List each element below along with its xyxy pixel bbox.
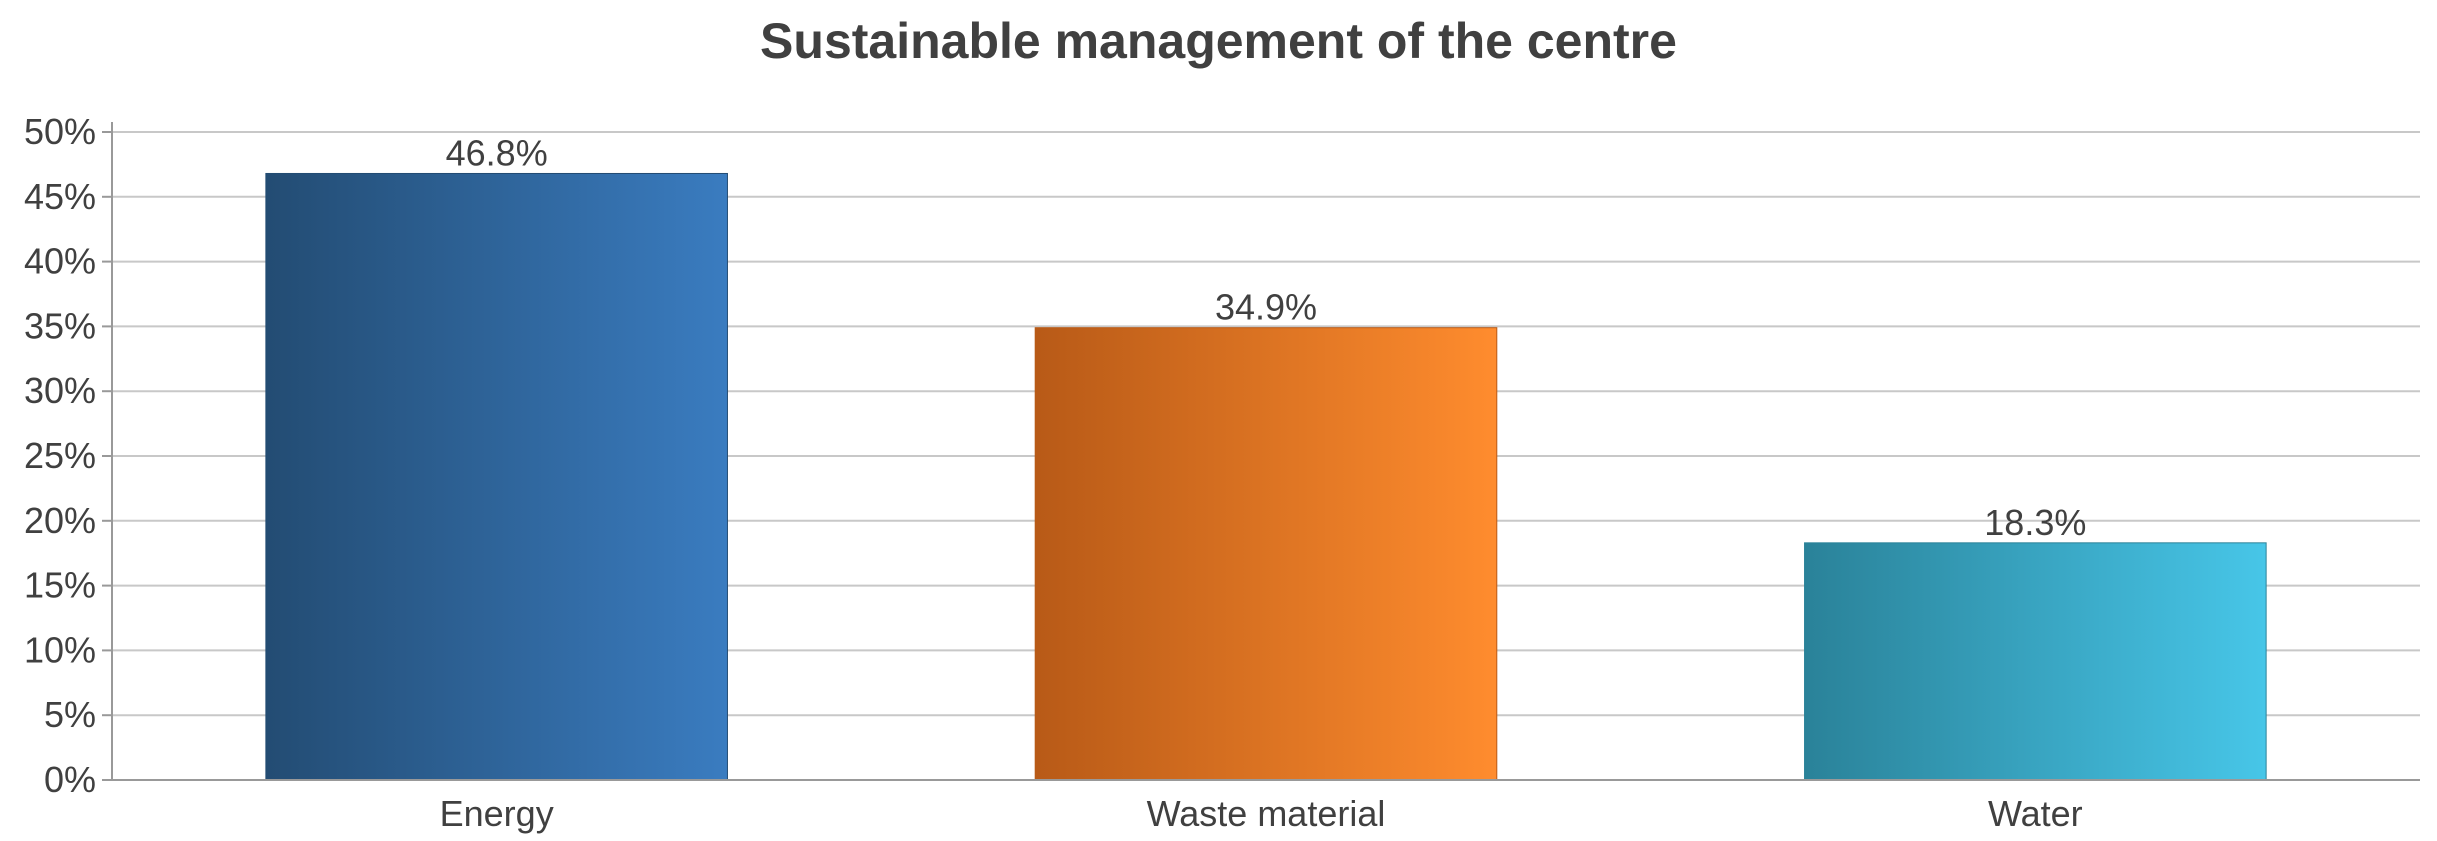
x-category-label: Water — [1988, 793, 2083, 834]
y-axis-ticks: 0% 5% 10% 15% 20% 25% 30% 35% 40% 45% 50% — [24, 111, 112, 800]
y-tick-label: 5% — [44, 694, 96, 735]
x-category-label: Energy — [440, 793, 554, 834]
value-labels: 46.8% 34.9% 18.3% — [446, 132, 2087, 542]
bar-energy — [265, 172, 728, 781]
bars — [265, 172, 2267, 781]
axes — [111, 122, 2420, 781]
y-tick-label: 15% — [24, 565, 96, 606]
y-tick-label: 35% — [24, 305, 96, 346]
y-tick-label: 0% — [44, 759, 96, 800]
data-label: 34.9% — [1215, 287, 1317, 328]
y-tick-label: 20% — [24, 500, 96, 541]
bar-water — [1804, 542, 2267, 781]
data-label: 46.8% — [446, 132, 548, 173]
x-axis-categories: Energy Waste material Water — [440, 793, 2083, 834]
y-tick-label: 45% — [24, 176, 96, 217]
y-tick-label: 25% — [24, 435, 96, 476]
y-tick-label: 50% — [24, 111, 96, 152]
y-tick-label: 30% — [24, 370, 96, 411]
bar-waste-material — [1034, 327, 1498, 781]
y-tick-label: 10% — [24, 629, 96, 670]
data-label: 18.3% — [1984, 502, 2086, 543]
y-tick-label: 40% — [24, 241, 96, 282]
x-category-label: Waste material — [1147, 793, 1386, 834]
chart-title: Sustainable management of the centre — [760, 13, 1677, 69]
